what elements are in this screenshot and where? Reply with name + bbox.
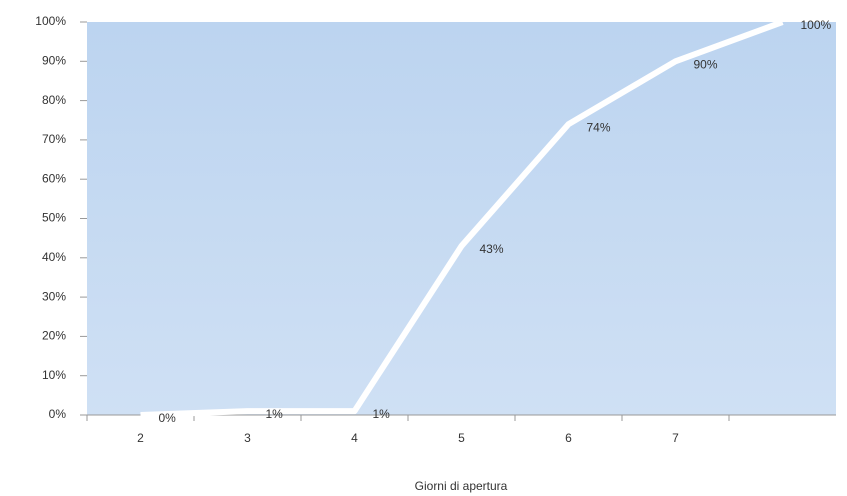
y-tick-label: 20% <box>42 329 66 343</box>
y-tick-label: 100% <box>35 14 66 28</box>
x-tick-label: 7 <box>672 431 679 445</box>
y-tick-label: 90% <box>42 53 66 67</box>
y-tick-label: 60% <box>42 171 66 185</box>
data-label: 1% <box>266 407 284 421</box>
line <box>140 19 784 418</box>
plot-area <box>87 22 836 415</box>
data-label: 0% <box>159 411 177 425</box>
y-tick-label: 80% <box>42 93 66 107</box>
data-label: 100% <box>801 18 832 32</box>
data-label: 74% <box>587 120 611 134</box>
y-tick-label: 0% <box>49 407 67 421</box>
y-tick-label: 10% <box>42 368 66 382</box>
data-label: 43% <box>480 242 504 256</box>
y-tick-label: 50% <box>42 211 66 225</box>
data-label: 1% <box>373 407 391 421</box>
x-tick-label: 5 <box>458 431 465 445</box>
x-tick-label: 4 <box>351 431 358 445</box>
x-tick-label: 2 <box>137 431 144 445</box>
data-label: 90% <box>694 57 718 71</box>
x-axis-label: Giorni di apertura <box>415 479 508 493</box>
y-tick-label: 40% <box>42 250 66 264</box>
x-tick-label: 3 <box>244 431 251 445</box>
x-tick-label: 6 <box>565 431 572 445</box>
y-tick-label: 30% <box>42 289 66 303</box>
y-tick-label: 70% <box>42 132 66 146</box>
